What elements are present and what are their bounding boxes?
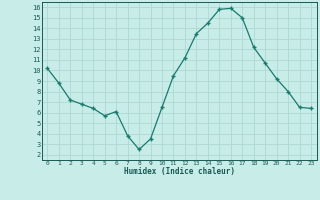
X-axis label: Humidex (Indice chaleur): Humidex (Indice chaleur) [124,167,235,176]
